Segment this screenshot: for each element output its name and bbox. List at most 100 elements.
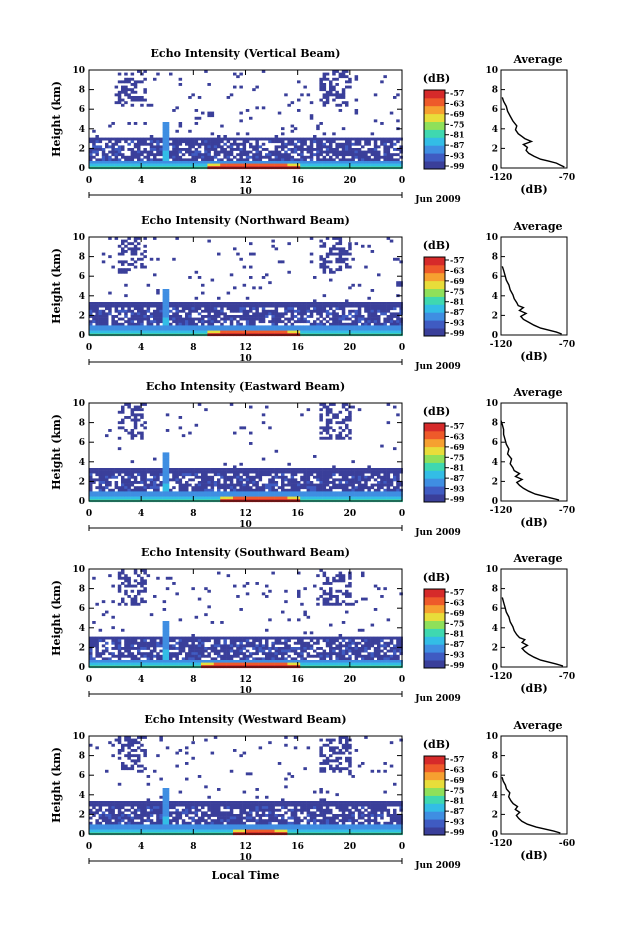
heatmap-cell (217, 330, 221, 334)
heatmap-cell (204, 496, 208, 500)
heatmap-cell (111, 315, 115, 318)
heatmap-cell (188, 330, 192, 334)
heatmap-cell (140, 582, 144, 585)
heatmap-cell (194, 483, 199, 487)
heatmap-cell (194, 109, 199, 112)
heatmap-cell (124, 80, 128, 84)
heatmap-cell (130, 491, 135, 495)
heatmap-cell (127, 88, 131, 92)
heatmap-cell (386, 473, 391, 477)
y-tick-label: 2 (79, 477, 85, 487)
heatmap-cells (89, 70, 403, 170)
heatmap-cell (252, 145, 256, 149)
heatmap-cell (165, 161, 170, 164)
heatmap-cell (377, 317, 381, 321)
heatmap-cell (361, 473, 365, 477)
x-tick-label: 20 (344, 343, 357, 353)
y-tick-label: 4 (79, 125, 85, 135)
heatmap-cell (156, 291, 160, 295)
heatmap-cell (101, 649, 106, 653)
heatmap-cell (377, 494, 381, 497)
heatmap-cell (226, 491, 231, 495)
heatmap-cell (130, 639, 135, 643)
heatmap-cell (92, 641, 96, 645)
heatmap-cell (277, 312, 282, 316)
heatmap-cell (300, 309, 304, 313)
heatmap-cell (181, 320, 186, 324)
heatmap-cell (389, 481, 394, 484)
heatmap-cell (290, 158, 295, 162)
heatmap-cell (335, 302, 339, 305)
heatmap-cell (239, 481, 243, 484)
heatmap-cell (329, 488, 333, 492)
heatmap-cell (300, 307, 304, 311)
heatmap-cell (389, 322, 394, 326)
heatmap-cell (191, 491, 195, 495)
heatmap-cell (389, 315, 394, 318)
heatmap-cell (213, 302, 218, 305)
heatmap-cell (130, 589, 135, 593)
heatmap-cell (345, 408, 349, 412)
heatmap-cell (153, 325, 157, 329)
heatmap-cell (303, 636, 307, 640)
heatmap-cell (316, 491, 320, 495)
heatmap-cell (140, 265, 144, 269)
heatmap-cell (380, 496, 384, 500)
heatmap-cell (284, 660, 288, 663)
heatmap-cell (393, 478, 397, 482)
heatmap-cell (172, 647, 176, 650)
heatmap-cell (297, 470, 301, 474)
heatmap-cell (351, 158, 355, 162)
heatmap-cell (181, 470, 186, 474)
heatmap-cell (348, 481, 352, 484)
heatmap-cell (137, 413, 141, 417)
heatmap-cell (207, 660, 211, 663)
heatmap-cell (213, 309, 218, 313)
heatmap-cell (268, 312, 272, 316)
heatmap-cell (274, 163, 279, 167)
heatmap-cell (194, 322, 199, 326)
heatmap-cell (306, 328, 311, 331)
heatmap-cell (159, 494, 163, 497)
heatmap-cell (236, 470, 240, 474)
heatmap-cell (354, 161, 359, 164)
heatmap-cell (236, 304, 240, 308)
heatmap-cell (373, 315, 378, 318)
heatmap-cell (242, 654, 247, 658)
heatmap-cell (111, 626, 115, 630)
heatmap-cell (162, 481, 167, 484)
heatmap-cell (332, 602, 336, 606)
heatmap-cell (130, 90, 135, 94)
heatmap-cell (92, 636, 96, 640)
heatmap-cell (133, 405, 138, 409)
heatmap-cell (341, 247, 346, 251)
heatmap-cell (389, 155, 394, 159)
heatmap-cell (124, 328, 128, 331)
heatmap-cell (341, 158, 346, 162)
heatmap-cell (354, 473, 359, 477)
heatmap-cell (127, 595, 131, 598)
heatmap-cell (178, 315, 183, 318)
heatmap-cell (313, 137, 317, 141)
heatmap-cell (284, 302, 288, 305)
heatmap-cell (226, 145, 231, 149)
heatmap-cell (284, 328, 288, 331)
heatmap-cell (213, 483, 218, 487)
heatmap-cell (290, 312, 295, 316)
heatmap-cell (341, 93, 346, 97)
heatmap-cell (258, 328, 263, 331)
heatmap-cell (383, 320, 387, 324)
heatmap-cell (143, 491, 147, 495)
heatmap-cell (345, 137, 349, 141)
heatmap-cell (159, 328, 163, 331)
heatmap-cell (165, 649, 170, 653)
heatmap-cell (245, 304, 250, 308)
heatmap-cell (252, 496, 256, 500)
heatmap-cell (357, 483, 362, 487)
heatmap-cell (140, 322, 144, 326)
heatmap-cell (293, 647, 298, 650)
heatmap-cell (332, 317, 336, 321)
heatmap-cell (143, 483, 147, 487)
heatmap-cell (130, 163, 135, 167)
heatmap-cell (354, 302, 359, 305)
